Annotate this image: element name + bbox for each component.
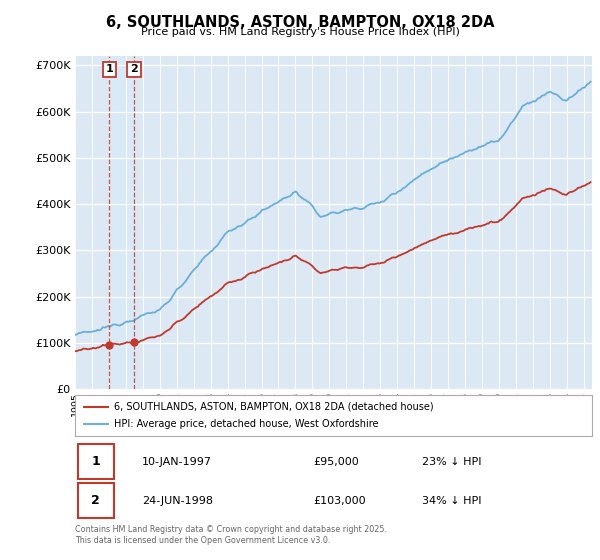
Text: 1: 1	[91, 455, 100, 468]
Text: 6, SOUTHLANDS, ASTON, BAMPTON, OX18 2DA (detached house): 6, SOUTHLANDS, ASTON, BAMPTON, OX18 2DA …	[114, 402, 433, 412]
Text: 2: 2	[91, 494, 100, 507]
Text: Contains HM Land Registry data © Crown copyright and database right 2025.
This d: Contains HM Land Registry data © Crown c…	[75, 525, 387, 545]
Text: 10-JAN-1997: 10-JAN-1997	[142, 457, 212, 466]
Text: 34% ↓ HPI: 34% ↓ HPI	[422, 496, 481, 506]
Text: 24-JUN-1998: 24-JUN-1998	[142, 496, 213, 506]
Text: 1: 1	[106, 64, 113, 74]
FancyBboxPatch shape	[77, 444, 114, 478]
Text: 6, SOUTHLANDS, ASTON, BAMPTON, OX18 2DA: 6, SOUTHLANDS, ASTON, BAMPTON, OX18 2DA	[106, 15, 494, 30]
Bar	[109, 56, 134, 389]
Text: HPI: Average price, detached house, West Oxfordshire: HPI: Average price, detached house, West…	[114, 419, 378, 430]
Text: 23% ↓ HPI: 23% ↓ HPI	[422, 457, 481, 466]
Text: £103,000: £103,000	[313, 496, 365, 506]
Text: 2: 2	[130, 64, 138, 74]
FancyBboxPatch shape	[77, 483, 114, 517]
Text: Price paid vs. HM Land Registry's House Price Index (HPI): Price paid vs. HM Land Registry's House …	[140, 27, 460, 37]
Text: £95,000: £95,000	[313, 457, 359, 466]
